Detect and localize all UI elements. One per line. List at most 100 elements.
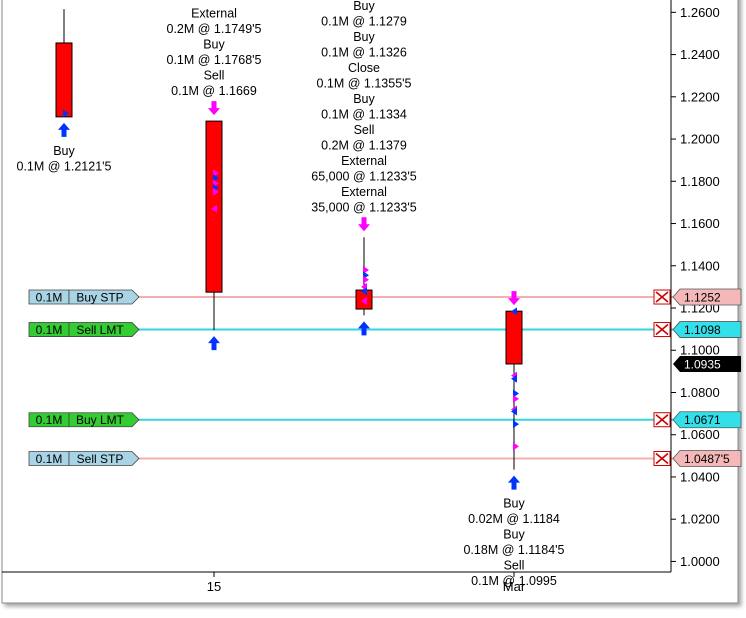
blue-triangle-icon[interactable]	[511, 307, 517, 316]
trade-annotation-line: Buy	[353, 30, 375, 44]
magenta-triangle-icon[interactable]	[211, 204, 217, 213]
order-type-box[interactable]	[68, 451, 140, 466]
candle-body[interactable]	[55, 42, 73, 118]
close-x-icon-stroke	[655, 452, 669, 465]
order-price-tag: 1.0671	[672, 411, 742, 429]
order-type-box[interactable]	[68, 289, 140, 305]
order-price-tag-label: 1.1098	[684, 323, 721, 337]
trade-annotation-line: Buy	[203, 38, 225, 52]
blue-triangle-icon[interactable]	[513, 389, 519, 398]
order-label-sell-stp[interactable]: 0.1M Sell STP	[28, 451, 140, 466]
order-price-tag-shape	[672, 288, 742, 306]
trade-annotation-line: 0.1M @ 1.1669	[171, 84, 257, 98]
y-tick-label: 1.2600	[680, 5, 720, 20]
order-tags: 0.1M Buy STP 1.1252 0.1M Sell LMT 1.1098 0.1M B…	[28, 288, 742, 467]
cancel-order-button[interactable]	[653, 289, 671, 305]
trade-annotation-line: 35,000 @ 1.1233'5	[311, 200, 416, 214]
trade-annotation-line: 0.02M @ 1.1184	[468, 512, 560, 526]
order-type-text: Buy LMT	[76, 413, 125, 427]
candle-body[interactable]	[205, 120, 223, 293]
order-lines	[138, 296, 677, 460]
close-x-icon-stroke	[655, 291, 669, 303]
trade-annotation-line: 0.1M @ 1.1355'5	[317, 76, 412, 90]
candle-body[interactable]	[505, 310, 523, 365]
trade-annotation-line: 0.1M @ 1.1326	[321, 45, 407, 59]
sell-arrow-down-icon[interactable]	[358, 217, 370, 232]
trade-annotation-line: Buy	[503, 528, 525, 542]
x-tick-label: Mar	[503, 579, 526, 594]
order-type-text: Sell LMT	[76, 323, 124, 337]
order-price-tag: 1.0487'5	[672, 450, 742, 467]
blue-triangle-icon[interactable]	[361, 287, 367, 296]
order-price-tag: 1.1252	[672, 288, 742, 306]
trade-annotation-line: External	[191, 7, 237, 21]
buy-arrow-up-icon[interactable]	[208, 336, 220, 351]
cancel-order-button[interactable]	[653, 322, 671, 338]
order-price-tag-shape	[672, 321, 742, 338]
trade-annotation-line: Buy	[353, 0, 375, 13]
y-tick-label: 1.1600	[680, 216, 720, 231]
trade-annotation-line: 0.2M @ 1.1749'5	[167, 22, 262, 36]
trade-annotation-line: Close	[348, 61, 380, 75]
fill-markers	[58, 101, 520, 490]
blue-triangle-icon[interactable]	[213, 174, 219, 183]
order-price-tag-label: 1.0487'5	[684, 452, 730, 466]
order-price-tag-shape	[672, 450, 742, 467]
close-x-icon-stroke	[655, 414, 669, 426]
magenta-triangle-icon[interactable]	[363, 265, 369, 274]
order-label-buy-lmt[interactable]: 0.1M Buy LMT	[28, 412, 140, 428]
trade-annotation-line: Sell	[504, 559, 525, 573]
trade-annotation-line: Buy	[353, 92, 375, 106]
magenta-triangle-icon[interactable]	[363, 275, 369, 284]
magenta-triangle-icon[interactable]	[361, 297, 367, 306]
magenta-triangle-icon[interactable]	[213, 187, 219, 196]
trade-annotation-line: 0.2M @ 1.1379	[321, 138, 407, 152]
trade-annotation-line: 0.1M @ 1.1768'5	[167, 53, 262, 67]
order-type-box[interactable]	[68, 412, 140, 428]
y-tick-label: 1.0800	[680, 385, 720, 400]
trade-annotation-line: Sell	[354, 123, 375, 137]
cancel-order-button[interactable]	[653, 412, 671, 428]
y-tick-label: 1.0000	[680, 554, 720, 569]
blue-triangle-icon[interactable]	[511, 374, 517, 383]
order-size-text: 0.1M	[36, 452, 63, 466]
magenta-triangle-icon[interactable]	[513, 394, 519, 403]
trade-annotation-line: External	[341, 154, 387, 168]
buy-arrow-up-icon[interactable]	[508, 475, 520, 490]
y-tick-label: 1.2000	[680, 132, 720, 147]
blue-triangle-icon[interactable]	[63, 109, 69, 118]
current-price-tag: 1.0935	[673, 355, 741, 372]
buy-arrow-up-icon[interactable]	[58, 122, 70, 137]
y-tick-label: 1.0200	[680, 512, 720, 527]
trade-annotation-line: External	[341, 185, 387, 199]
trade-annotation-line: 0.18M @ 1.1184'5	[463, 543, 564, 557]
cancel-order-button[interactable]	[653, 450, 671, 466]
magenta-triangle-icon[interactable]	[513, 442, 519, 451]
sell-arrow-down-icon[interactable]	[208, 101, 220, 116]
order-size-text: 0.1M	[36, 323, 63, 337]
order-price-tag: 1.1098	[672, 321, 742, 338]
current-price-tag-shape	[673, 355, 741, 372]
trade-annotation-line: 0.1M @ 1.0995	[471, 574, 557, 588]
current-price-tag-label: 1.0935	[684, 357, 721, 371]
order-size-text: 0.1M	[36, 291, 63, 305]
order-type-text: Buy STP	[76, 291, 123, 305]
y-tick-label: 1.2400	[680, 47, 720, 62]
trade-annotation-line: Sell	[204, 69, 225, 83]
order-size-text: 0.1M	[36, 413, 63, 427]
blue-triangle-icon[interactable]	[513, 420, 519, 429]
order-label-buy-stp[interactable]: 0.1M Buy STP	[28, 289, 140, 305]
order-price-tag-label: 1.1252	[684, 291, 721, 305]
buy-arrow-up-icon[interactable]	[358, 321, 370, 336]
order-price-tag-shape	[672, 411, 742, 429]
y-tick-label: 1.1400	[680, 258, 720, 273]
order-label-sell-lmt[interactable]: 0.1M Sell LMT	[28, 322, 140, 338]
order-type-box[interactable]	[68, 322, 140, 337]
blue-triangle-icon[interactable]	[511, 407, 517, 416]
sell-arrow-down-icon[interactable]	[508, 291, 520, 306]
trade-annotation-line: Buy	[53, 144, 75, 158]
order-type-text: Sell STP	[77, 452, 124, 466]
